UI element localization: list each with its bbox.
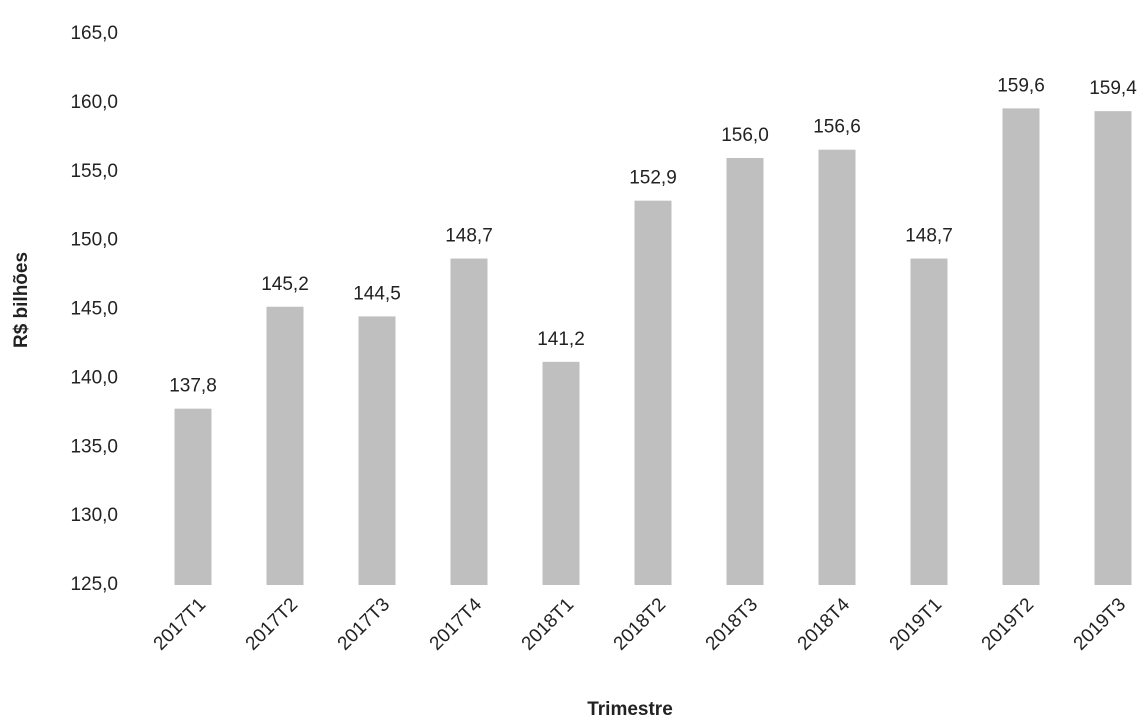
value-label: 148,7	[445, 226, 493, 247]
y-tick-label: 145,0	[70, 299, 118, 320]
bar	[174, 408, 212, 585]
y-tick-label: 135,0	[70, 436, 118, 457]
value-label: 141,2	[537, 329, 585, 350]
x-tick-label: 2018T1	[518, 594, 578, 654]
y-tick-label: 125,0	[70, 574, 118, 595]
y-tick-label: 165,0	[70, 23, 118, 44]
y-tick-label: 140,0	[70, 367, 118, 388]
x-tick-label: 2018T3	[702, 594, 762, 654]
bar	[358, 316, 396, 585]
bar	[726, 157, 764, 585]
y-tick-label: 130,0	[70, 505, 118, 526]
y-tick-label: 155,0	[70, 161, 118, 182]
x-axis-title: Trimestre	[587, 699, 673, 720]
value-label: 156,6	[813, 117, 861, 138]
value-label: 148,7	[905, 226, 953, 247]
x-tick-label: 2019T1	[886, 594, 946, 654]
value-label: 152,9	[629, 168, 677, 189]
bar	[910, 258, 948, 585]
bar	[542, 361, 580, 585]
bar	[450, 258, 488, 585]
y-tick-label: 150,0	[70, 230, 118, 251]
x-tick-label: 2019T3	[1070, 594, 1130, 654]
x-tick-label: 2018T2	[610, 594, 670, 654]
bar	[266, 306, 304, 585]
value-label: 145,2	[261, 274, 309, 295]
bar	[818, 149, 856, 585]
x-tick-label: 2017T1	[150, 594, 210, 654]
value-label: 144,5	[353, 283, 401, 304]
x-tick-label: 2017T4	[426, 594, 487, 655]
bar	[1094, 111, 1132, 585]
x-tick-label: 2017T3	[334, 594, 394, 654]
value-label: 159,4	[1089, 78, 1137, 99]
x-tick-label: 2018T4	[794, 594, 855, 655]
bar	[634, 200, 672, 586]
y-axis-title: R$ bilhões	[11, 252, 32, 348]
bar	[1002, 108, 1040, 585]
value-label: 159,6	[997, 75, 1045, 96]
value-label: 137,8	[169, 376, 217, 397]
x-tick-label: 2019T2	[978, 594, 1038, 654]
x-tick-label: 2017T2	[242, 594, 302, 654]
value-label: 156,0	[721, 125, 769, 146]
y-tick-label: 160,0	[70, 92, 118, 113]
